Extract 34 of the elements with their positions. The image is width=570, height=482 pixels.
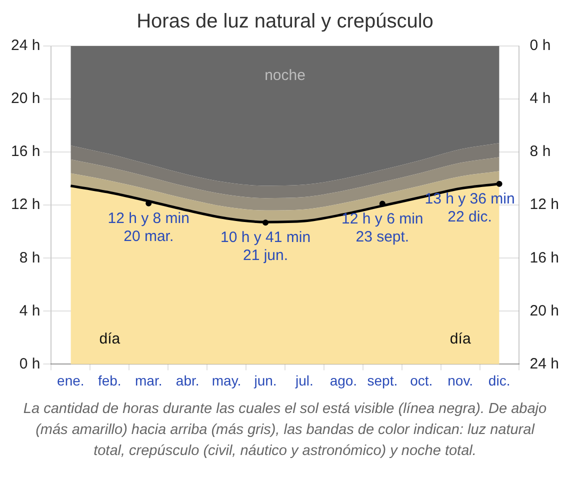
x-tick-label: jun.: [253, 372, 277, 388]
y-tick-label: 16 h: [10, 143, 40, 160]
y2-tick-label: 8 h: [530, 143, 551, 160]
x-tick-label: may.: [212, 372, 242, 388]
y-tick-label: 24 h: [10, 37, 40, 54]
annotation: 12 h y 8 min 20 mar.: [108, 210, 190, 246]
y-tick-label: 12 h: [10, 196, 40, 214]
x-tick-label: feb.: [98, 372, 122, 388]
y2-tick-label: 12 h: [530, 196, 560, 214]
x-tick-label: dic.: [488, 372, 510, 388]
y-tick-label: 8 h: [19, 249, 40, 266]
x-tick-label: mar.: [134, 372, 162, 388]
annotation: 13 h y 36 min 22 dic.: [424, 190, 515, 226]
x-tick-label: jul.: [294, 372, 314, 388]
text: La cantidad de horas durante las cuales el sol está visible (línea negra). De abajo (más amarillo) hacia arriba (más gris), las bandas de color indican: luz natural total, crepúsculo (civil, náutico y astronómico) y noche total.: [22, 400, 548, 461]
annotation: 12 h y 6 min 23 sept.: [342, 210, 424, 246]
y2-tick-label: 20 h: [530, 302, 560, 320]
x-tick-label: sept.: [367, 372, 398, 388]
x-tick-label: ago.: [330, 372, 358, 388]
y2-tick-label: 4 h: [530, 90, 551, 108]
y2-tick-label: 24 h: [530, 355, 560, 372]
y-tick-label: 20 h: [10, 90, 40, 108]
x-tick-label: nov.: [448, 372, 474, 388]
x-tick-label: abr.: [176, 372, 200, 388]
y-tick-label: 4 h: [19, 302, 40, 320]
y2-tick-label: 0 h: [530, 37, 551, 54]
y2-tick-label: 16 h: [530, 249, 560, 266]
text: día: [450, 330, 471, 348]
series-label: día: [99, 330, 121, 348]
x-tick-label: oct.: [410, 372, 433, 388]
chart-title: Horas de luz natural y crepúsculo: [136, 10, 434, 33]
y-tick-label: 0 h: [19, 355, 40, 372]
annotation: 10 h y 41 min 21 jun.: [220, 229, 311, 264]
x-tick-label: ene.: [57, 372, 84, 388]
